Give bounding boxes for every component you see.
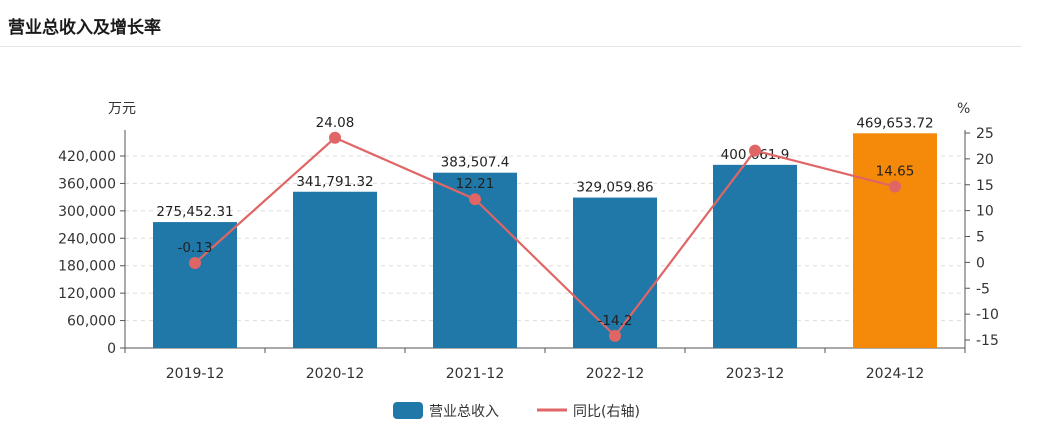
- legend-bar-swatch: [393, 402, 423, 419]
- x-tick-label: 2020-12: [306, 366, 365, 382]
- growth-line: [194, 136, 896, 338]
- y-left-tick-label: 300,000: [58, 204, 116, 220]
- bar-value-label: 275,452.31: [156, 204, 233, 220]
- x-tick-label: 2022-12: [586, 366, 645, 382]
- growth-point: [329, 131, 341, 144]
- y-right-tick-label: -10: [976, 307, 999, 323]
- bar-value-label: 341,791.32: [296, 174, 373, 190]
- y-right-tick-label: 10: [976, 204, 994, 220]
- y-right-tick-label: -5: [976, 281, 990, 297]
- y-left-tick-label: 360,000: [58, 176, 116, 192]
- y-left-tick-label: 120,000: [58, 286, 116, 302]
- y-right-tick-label: 15: [976, 178, 994, 194]
- growth-value-label: 14.65: [876, 164, 915, 180]
- bar: [713, 164, 797, 348]
- y-left-tick-label: 180,000: [58, 259, 116, 275]
- y-left-tick-label: 0: [107, 341, 116, 357]
- growth-value-label: 24.08: [316, 115, 355, 131]
- y-left-tick-label: 420,000: [58, 149, 116, 165]
- y-left-unit: 万元: [108, 101, 136, 117]
- y-right-tick-label: 5: [976, 230, 985, 246]
- bar-value-label: 329,059.86: [576, 180, 653, 196]
- legend-line-label: 同比(右轴): [573, 404, 640, 420]
- y-right-tick-label: 0: [976, 255, 985, 271]
- y-left-tick-label: 240,000: [58, 231, 116, 247]
- growth-point: [749, 144, 761, 157]
- x-tick-label: 2023-12: [726, 366, 785, 382]
- growth-point: [189, 257, 201, 270]
- y-right-tick-label: 25: [976, 126, 994, 142]
- bar: [573, 197, 657, 348]
- bar: [853, 133, 937, 348]
- growth-point: [889, 180, 901, 193]
- x-tick-label: 2019-12: [166, 366, 225, 382]
- bar-value-label: 383,507.4: [441, 155, 510, 171]
- y-left-tick-label: 60,000: [67, 314, 116, 330]
- growth-value-label: -0.13: [178, 240, 213, 256]
- growth-point: [469, 193, 481, 206]
- chart-header: 营业总收入及增长率: [0, 0, 1022, 47]
- bar: [293, 191, 377, 348]
- legend-bar-label: 营业总收入: [429, 404, 499, 420]
- y-right-tick-label: 20: [976, 152, 994, 168]
- growth-value-label: -14.2: [598, 313, 633, 329]
- x-tick-label: 2024-12: [866, 366, 925, 382]
- growth-point: [609, 329, 621, 342]
- bar: [153, 222, 237, 348]
- x-tick-label: 2021-12: [446, 366, 505, 382]
- y-right-tick-label: -15: [976, 333, 999, 349]
- bar-value-label: 469,653.72: [856, 115, 933, 131]
- y-right-unit: %: [957, 101, 970, 117]
- growth-value-label: 12.21: [456, 176, 495, 192]
- chart-title: 营业总收入及增长率: [8, 18, 161, 38]
